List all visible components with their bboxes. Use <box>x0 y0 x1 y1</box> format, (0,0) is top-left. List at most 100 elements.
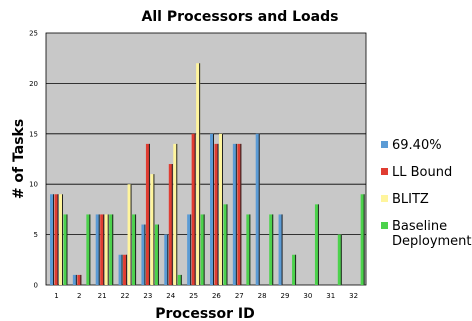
bar <box>168 164 173 285</box>
x-tick-label: 31 <box>326 292 335 300</box>
bar-shadow <box>317 204 319 285</box>
bar <box>278 214 283 285</box>
bar <box>59 194 63 285</box>
bar <box>187 214 192 285</box>
bar <box>237 143 242 285</box>
bar <box>173 143 178 285</box>
y-tick-label: 10 <box>29 181 38 189</box>
bar <box>145 143 150 285</box>
bar-shadow <box>167 234 169 285</box>
x-tick-label: 32 <box>349 292 358 300</box>
y-axis-label: # of Tasks <box>11 119 27 199</box>
bar <box>132 214 137 285</box>
bar <box>123 254 128 285</box>
legend-label: BLITZ <box>392 192 429 207</box>
bar-shadow <box>190 214 192 285</box>
y-axis-ticks: 0 5 10 15 20 25 <box>29 30 38 290</box>
bar-shadow <box>226 204 228 285</box>
bar <box>210 133 214 285</box>
bar <box>63 214 68 285</box>
bar <box>54 194 59 285</box>
bar-shadow <box>53 194 54 285</box>
bar-shadow <box>203 214 205 285</box>
bar-shadow <box>107 214 109 285</box>
bar-shadow <box>340 234 342 285</box>
bar-shadow <box>281 214 283 285</box>
bar-shadow <box>272 214 274 285</box>
bar-shadow <box>194 133 196 285</box>
bar <box>150 174 155 285</box>
bar <box>196 63 201 285</box>
x-tick-label: 28 <box>258 292 267 300</box>
legend: 69.40% LL Bound BLITZ Baseline Deployment <box>381 138 472 249</box>
bar-shadow <box>98 214 100 285</box>
bar-shadow <box>135 214 137 285</box>
bar-shadow <box>153 174 155 285</box>
x-tick-label: 21 <box>98 292 107 300</box>
bar <box>191 133 196 285</box>
bar <box>219 133 223 285</box>
bar-shadow <box>62 194 63 285</box>
x-tick-label: 1 <box>54 292 58 300</box>
bar <box>337 234 342 285</box>
bar <box>72 274 77 285</box>
legend-swatch <box>381 195 388 202</box>
bar-shadow <box>217 143 219 285</box>
bar-shadow <box>126 254 128 285</box>
x-axis-label: Processor ID <box>155 306 254 321</box>
bar-shadow <box>157 224 159 285</box>
y-tick-label: 20 <box>29 80 38 88</box>
bar-shadow <box>363 194 365 285</box>
x-tick-label: 25 <box>189 292 198 300</box>
legend-swatch <box>381 168 388 175</box>
bar <box>269 214 274 285</box>
x-tick-label: 30 <box>303 292 312 300</box>
bar-shadow <box>130 184 132 285</box>
bar-shadow <box>144 224 146 285</box>
bar-shadow <box>199 63 201 285</box>
x-tick-label: 29 <box>281 292 290 300</box>
bar-shadow <box>295 254 297 285</box>
bar <box>200 214 205 285</box>
legend-swatch <box>381 141 388 148</box>
legend-label: Baseline Deployment <box>392 219 472 249</box>
y-tick-label: 5 <box>34 231 38 239</box>
x-tick-label: 22 <box>121 292 130 300</box>
bar-shadow <box>66 214 68 285</box>
bar-shadow <box>222 133 223 285</box>
x-tick-label: 2 <box>77 292 81 300</box>
bar-shadow <box>148 143 150 285</box>
x-tick-label: 24 <box>166 292 175 300</box>
bar <box>292 254 297 285</box>
bar-shadow <box>235 143 237 285</box>
x-axis-ticks: 1 2 21 22 23 24 25 26 27 28 29 30 31 32 <box>54 292 358 300</box>
bar <box>232 143 237 285</box>
legend-label: 69.40% <box>392 138 442 153</box>
y-tick-label: 0 <box>34 282 38 290</box>
bar <box>177 274 182 285</box>
bar <box>127 184 132 285</box>
x-tick-label: 27 <box>235 292 244 300</box>
bar <box>164 234 169 285</box>
bar <box>360 194 365 285</box>
bar <box>118 254 123 285</box>
bar <box>100 214 105 285</box>
bar <box>246 214 251 285</box>
bars <box>50 63 365 285</box>
bar <box>154 224 159 285</box>
bar-shadow <box>80 274 82 285</box>
bar-shadow <box>240 143 242 285</box>
bar-shadow <box>57 194 59 285</box>
y-tick-label: 25 <box>29 30 38 38</box>
bar <box>314 204 319 285</box>
legend-label: LL Bound <box>392 165 452 180</box>
bar-shadow <box>103 214 105 285</box>
bar <box>223 204 228 285</box>
bar <box>141 224 146 285</box>
x-tick-label: 26 <box>212 292 221 300</box>
legend-swatch <box>381 222 388 229</box>
bar-shadow <box>213 133 214 285</box>
bar-shadow <box>112 214 114 285</box>
bar <box>50 194 54 285</box>
